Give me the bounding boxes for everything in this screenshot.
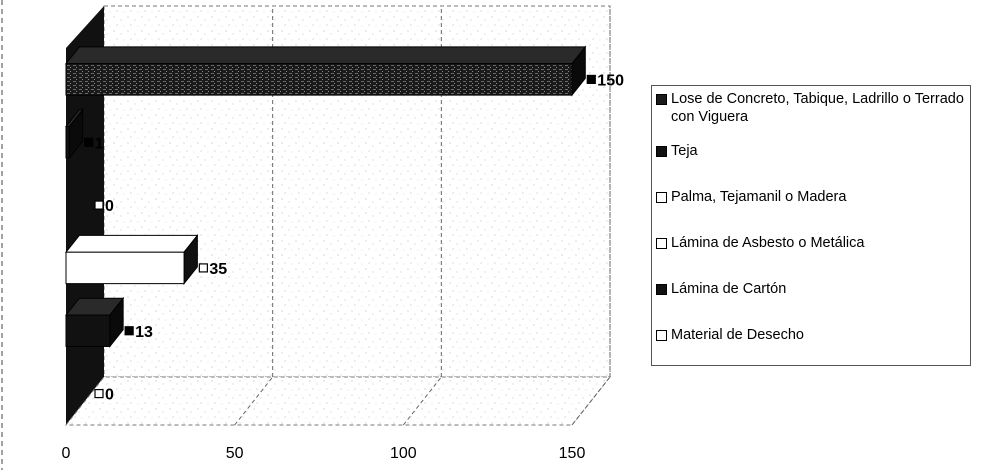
bar-top-face: [64, 46, 587, 65]
legend-swatch: [656, 146, 667, 157]
bar-front-face: [65, 126, 70, 159]
legend-swatch: [656, 94, 667, 105]
data-label: 0: [105, 198, 114, 215]
data-label-marker: [198, 263, 208, 273]
bar-front-face: [65, 63, 573, 96]
gridline: [571, 376, 611, 426]
data-label-marker: [94, 388, 104, 399]
data-label: 1: [95, 135, 104, 152]
legend-label: Lámina de Asbesto o Metálica: [671, 235, 865, 251]
legend-label: Teja: [671, 143, 698, 159]
bar: [64, 45, 587, 97]
bar: [64, 108, 84, 160]
legend-label: Palma, Tejamanil o Madera: [671, 189, 847, 205]
legend-item: Material de Desecho: [656, 326, 966, 344]
bar-top-face: [64, 234, 199, 253]
x-tick-label: 0: [62, 445, 71, 462]
x-tick-label: 100: [390, 445, 417, 462]
legend-item: Teja: [656, 142, 966, 160]
legend-swatch: [656, 238, 667, 249]
data-label: 13: [135, 324, 153, 341]
bar: [64, 296, 125, 348]
data-label: 150: [597, 72, 624, 89]
data-label-marker: [94, 200, 104, 210]
legend-swatch: [656, 284, 667, 295]
data-label-marker: [586, 74, 596, 85]
data-label-marker: [84, 137, 94, 147]
legend-item: Lámina de Cartón: [656, 280, 966, 298]
gridline: [402, 376, 442, 426]
legend: Lose de Concreto, Tabique, Ladrillo o Te…: [651, 85, 971, 366]
x-tick-label: 50: [226, 445, 244, 462]
x-tick-label: 150: [559, 445, 586, 462]
legend-swatch: [656, 192, 667, 203]
legend-item: Palma, Tejamanil o Madera: [656, 188, 966, 206]
bar-front-face: [65, 314, 111, 347]
data-label-marker: [124, 326, 134, 336]
data-label: 0: [105, 387, 114, 404]
legend-item: Lámina de Asbesto o Metálica: [656, 234, 966, 252]
legend-swatch: [656, 330, 667, 341]
gridline: [234, 376, 274, 426]
legend-label: Lose de Concreto, Tabique, Ladrillo o Te…: [671, 91, 964, 125]
legend-label: Lámina de Cartón: [671, 281, 787, 297]
data-label: 35: [209, 261, 227, 278]
bar: [64, 233, 199, 286]
legend-item: Lose de Concreto, Tabique, Ladrillo o Te…: [656, 90, 966, 126]
floor: [64, 376, 612, 426]
legend-label: Material de Desecho: [671, 327, 804, 343]
bar-front-face: [65, 251, 185, 285]
